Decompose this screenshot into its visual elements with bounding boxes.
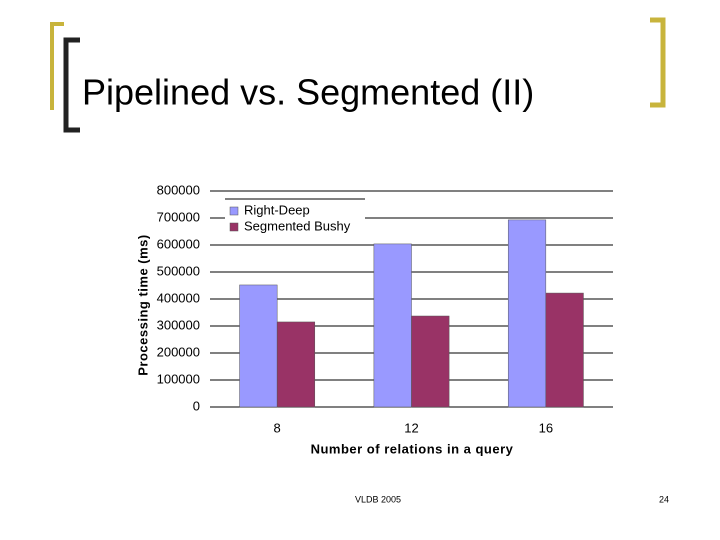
x-tick-label: 16 <box>539 420 553 435</box>
footer: VLDB 2005 <box>355 494 401 504</box>
bar <box>545 292 584 408</box>
bar <box>507 219 547 408</box>
y-tick-label: 300000 <box>157 317 200 332</box>
plot: 0 100000 200000 300000 400000 500000 600000 700… <box>157 182 613 435</box>
legend-swatch <box>229 206 239 216</box>
slide-title: Pipelined vs. Segmented (II) <box>82 72 534 113</box>
y-tick-label: 600000 <box>157 236 200 251</box>
x-axis-label: Number of relations in a query <box>311 441 514 456</box>
page-number: 24 <box>659 494 669 504</box>
y-tick-label: 400000 <box>157 290 200 305</box>
y-tick-label: 500000 <box>157 263 200 278</box>
bar <box>411 315 450 408</box>
bar <box>276 321 316 408</box>
legend-label: Right-Deep <box>244 202 310 217</box>
y-tick-label: 0 <box>193 398 200 413</box>
bar <box>373 243 412 408</box>
left-bracket-dark <box>63 37 80 133</box>
y-tick-label: 700000 <box>157 209 200 224</box>
x-tick-label: 8 <box>274 420 281 435</box>
left-bracket-gold <box>50 22 64 110</box>
legend-swatch <box>229 222 239 232</box>
y-tick-label: 800000 <box>157 182 200 197</box>
right-bracket-gold <box>650 17 666 108</box>
legend-box <box>225 199 365 243</box>
legend-label: Segmented Bushy <box>244 218 351 233</box>
bar <box>239 284 278 408</box>
y-tick-label: 100000 <box>157 371 200 386</box>
x-tick-label: 12 <box>404 420 418 435</box>
y-axis-label: Processing time (ms) <box>135 234 150 376</box>
y-tick-label: 200000 <box>157 344 200 359</box>
